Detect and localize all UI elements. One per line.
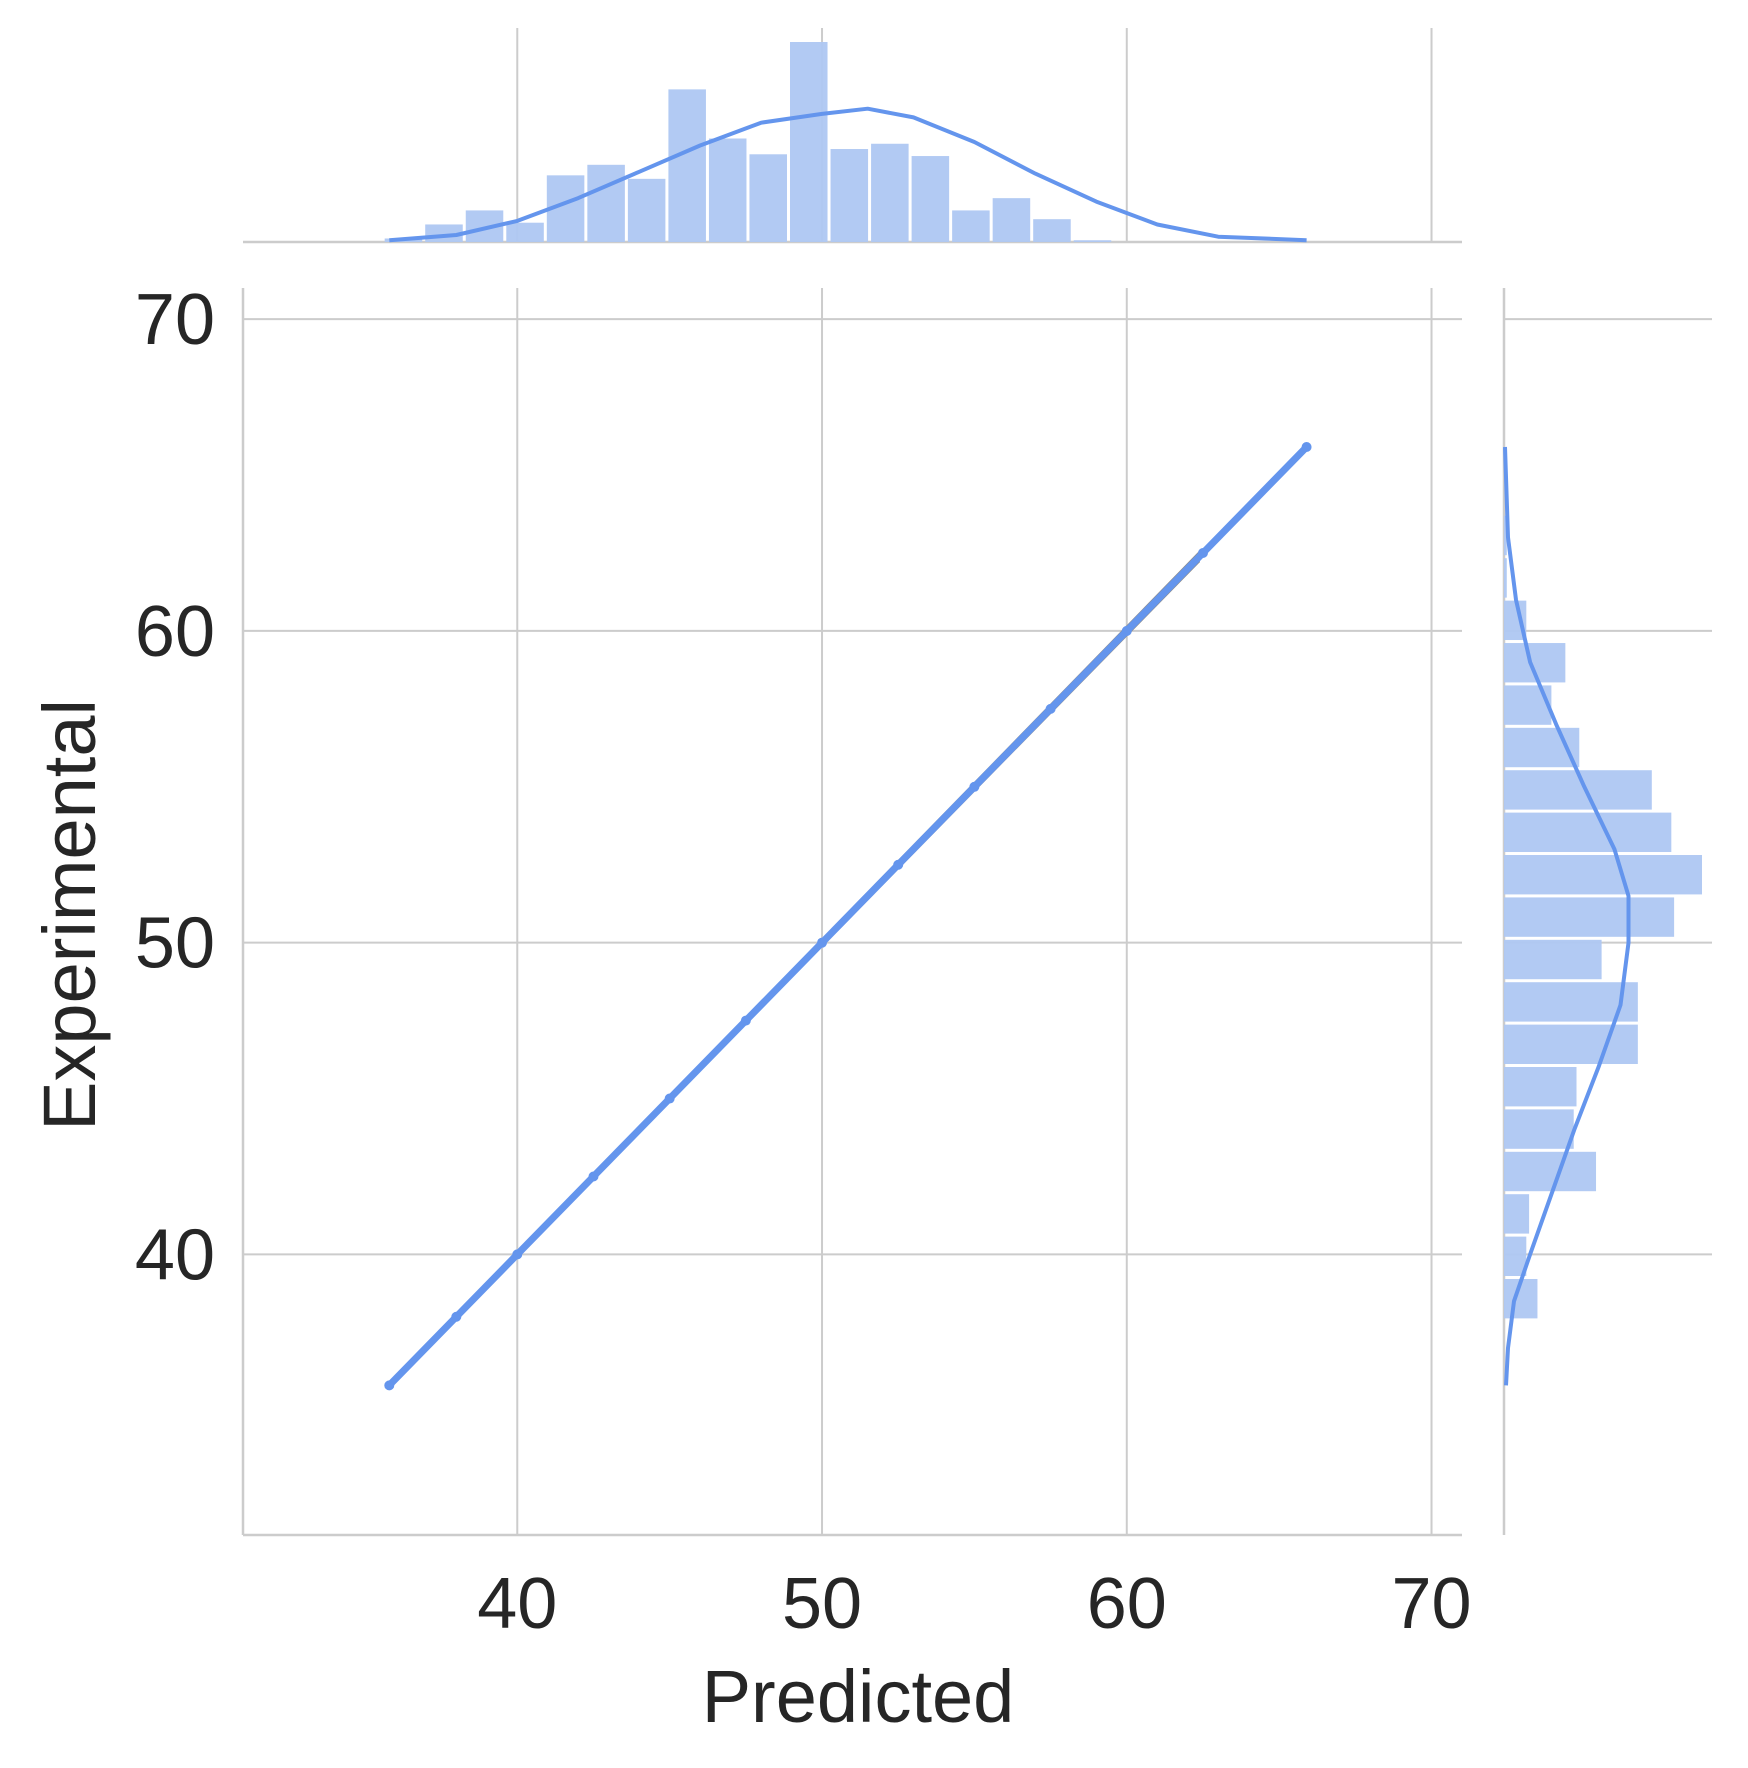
x-tick-label: 40 bbox=[477, 1564, 557, 1644]
y-axis-label: Experimental bbox=[28, 699, 111, 1131]
marginal-x-bar bbox=[871, 143, 909, 242]
marginal-y-bar bbox=[1504, 855, 1702, 895]
marginal-x-bar bbox=[1073, 240, 1112, 242]
marginal-x-bar bbox=[911, 156, 950, 242]
marginal-y-bar bbox=[1504, 1194, 1530, 1234]
marginal-x-bar bbox=[790, 42, 828, 242]
marginal-y-histogram bbox=[1502, 288, 1712, 1535]
marginal-x-bar bbox=[627, 178, 666, 242]
marginal-y-bar bbox=[1504, 939, 1602, 980]
marginal-y-bar bbox=[1504, 558, 1507, 598]
marginal-x-bar bbox=[708, 138, 747, 242]
marginal-x-bar bbox=[668, 89, 706, 242]
marginal-y-bar bbox=[1504, 600, 1527, 641]
marginal-y-bar bbox=[1504, 812, 1672, 853]
marginal-x-bar bbox=[749, 154, 788, 242]
y-tick-label: 40 bbox=[135, 1215, 215, 1295]
main-plot-area: 40 50 60 70 40 50 60 70 bbox=[135, 280, 1472, 1644]
marginal-y-bar bbox=[1504, 1236, 1527, 1276]
x-tick-label: 50 bbox=[782, 1564, 862, 1644]
marginal-x-bar bbox=[587, 164, 625, 242]
marginal-y-bar bbox=[1504, 1109, 1574, 1149]
regression-line bbox=[385, 443, 1311, 1389]
y-tick-label: 50 bbox=[135, 904, 215, 984]
marginal-y-kde-curve bbox=[1503, 446, 1631, 1386]
marginal-x-bar bbox=[506, 222, 544, 242]
x-tick-label: 60 bbox=[1087, 1564, 1167, 1644]
marginal-x-bar bbox=[830, 149, 869, 242]
marginal-x-bar bbox=[1033, 219, 1071, 242]
y-tick-label: 60 bbox=[135, 592, 215, 672]
marginal-x-histogram bbox=[243, 28, 1462, 244]
marginal-x-bar bbox=[992, 198, 1031, 242]
marginal-y-bar bbox=[1504, 515, 1507, 556]
x-axis-label: Predicted bbox=[702, 1655, 1015, 1738]
marginal-x-kde-curve bbox=[389, 106, 1307, 243]
marginal-y-bar bbox=[1504, 1151, 1597, 1192]
x-tick-label: 70 bbox=[1391, 1564, 1471, 1644]
marginal-x-bar bbox=[952, 210, 990, 242]
y-tick-label: 70 bbox=[135, 280, 215, 360]
marginal-y-bar bbox=[1504, 1024, 1638, 1065]
marginal-y-bar bbox=[1504, 897, 1675, 937]
marginal-y-bar bbox=[1504, 1067, 1577, 1107]
